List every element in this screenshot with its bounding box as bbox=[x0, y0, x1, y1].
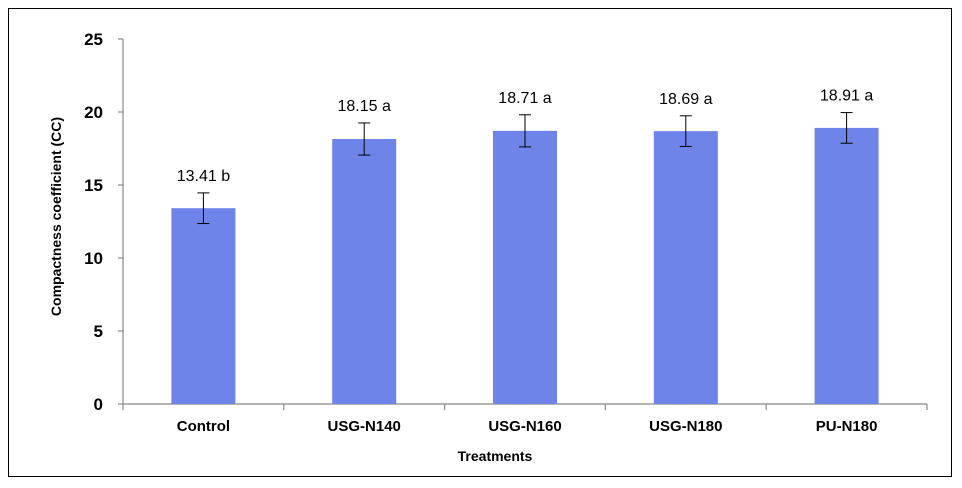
bar bbox=[493, 130, 557, 405]
bar bbox=[814, 127, 879, 404]
data-label: 18.15 a bbox=[338, 98, 391, 115]
bar bbox=[332, 139, 397, 404]
y-axis-title: Compactness coefficient (CC) bbox=[48, 117, 64, 316]
x-tick-label: Control bbox=[177, 418, 230, 435]
bar bbox=[653, 131, 718, 404]
data-label: 18.71 a bbox=[498, 90, 551, 107]
data-label: 13.41 b bbox=[177, 168, 230, 185]
x-tick-label: USG-N160 bbox=[488, 418, 561, 435]
chart-frame: 0 5 10 15 20 25 13.41 b Control 18.15 a USG-N140… bbox=[8, 8, 952, 477]
labels-group: 13.41 b Control 18.15 a USG-N140 18.71 a USG-… bbox=[177, 88, 878, 435]
y-tick-label: 15 bbox=[84, 176, 103, 195]
y-tick-label: 0 bbox=[94, 395, 103, 414]
y-tick-label: 10 bbox=[84, 249, 103, 268]
y-tick-label: 5 bbox=[94, 322, 103, 341]
x-axis-title: Treatments bbox=[458, 448, 533, 464]
bars-group bbox=[171, 127, 879, 405]
x-tick-label: USG-N140 bbox=[328, 418, 401, 435]
error-bars-group bbox=[197, 112, 853, 225]
axes: 0 5 10 15 20 25 bbox=[84, 30, 928, 414]
x-tick-label: PU-N180 bbox=[816, 418, 878, 435]
y-tick-label: 25 bbox=[84, 30, 103, 49]
bar bbox=[171, 208, 236, 404]
x-tick-label: USG-N180 bbox=[649, 418, 722, 435]
data-label: 18.69 a bbox=[659, 91, 712, 108]
data-label: 18.91 a bbox=[820, 88, 873, 105]
y-tick-label: 20 bbox=[84, 103, 103, 122]
bar-chart: 0 5 10 15 20 25 13.41 b Control 18.15 a USG-N140… bbox=[48, 30, 928, 464]
